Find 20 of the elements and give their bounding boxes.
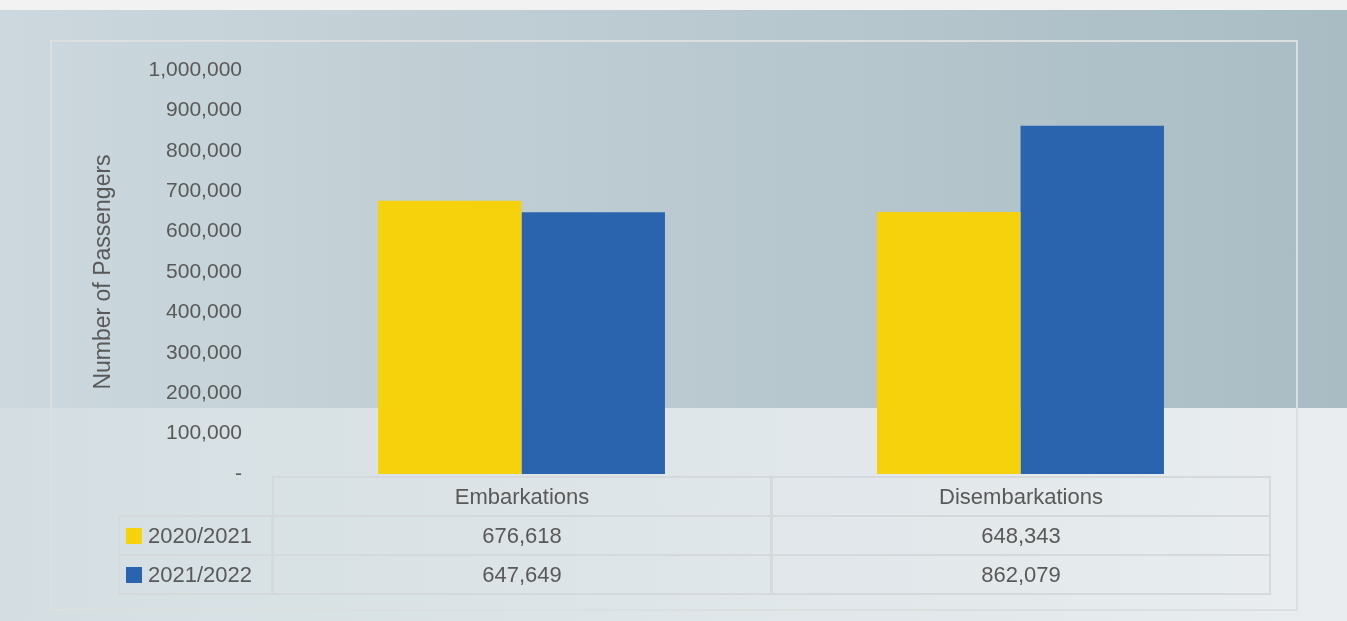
y-tick-label: 100,000 — [166, 420, 242, 444]
data-label: 647,649 — [272, 554, 772, 595]
legend-label: 2021/2022 — [148, 561, 252, 588]
y-tick-label: 900,000 — [166, 97, 242, 121]
y-tick-label: 200,000 — [166, 380, 242, 403]
y-tick-label: 500,000 — [166, 258, 242, 282]
data-label: 676,618 — [272, 515, 772, 556]
y-tick-label: 1,000,000 — [148, 56, 242, 80]
y-tick-label: 700,000 — [166, 178, 242, 201]
y-tick-label: 800,000 — [166, 137, 242, 161]
y-tick-label: 300,000 — [166, 339, 242, 363]
x-tick-label: Disembarkations — [771, 476, 1271, 517]
y-tick-label: 400,000 — [166, 299, 242, 323]
y-tick-label: - — [235, 460, 242, 484]
y-axis-title: Number of Passengers — [89, 154, 116, 390]
data-label: 862,079 — [771, 554, 1271, 595]
legend-label: 2020/2021 — [148, 522, 252, 549]
y-tick-label: 600,000 — [166, 218, 242, 242]
data-label: 648,343 — [771, 515, 1271, 556]
x-tick-label: Embarkations — [272, 476, 772, 517]
